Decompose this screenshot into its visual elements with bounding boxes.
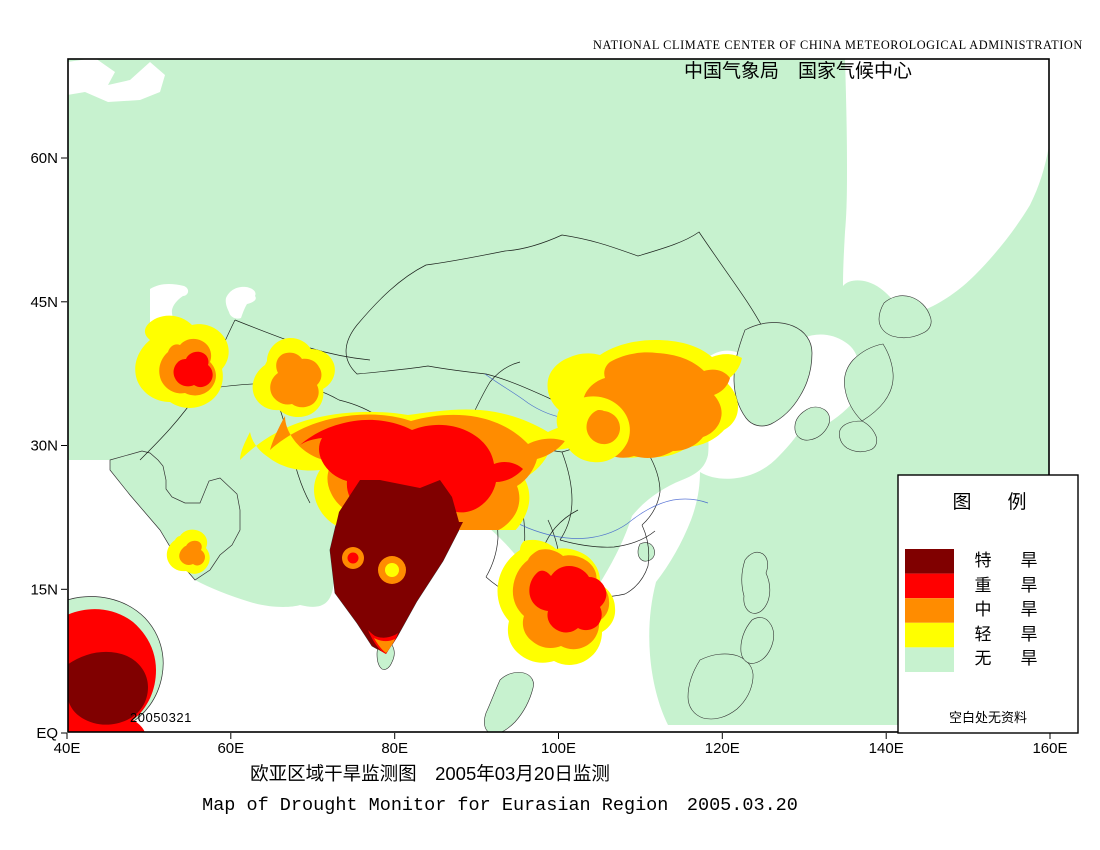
svg-text:NATIONAL CLIMATE CENTER OF CHI: NATIONAL CLIMATE CENTER OF CHINA METEORO…: [593, 38, 1083, 52]
svg-text:45N: 45N: [30, 294, 58, 311]
svg-text:40E: 40E: [54, 740, 81, 757]
svg-text:60E: 60E: [217, 740, 244, 757]
svg-text:30N: 30N: [30, 438, 58, 455]
svg-text:旱: 旱: [1021, 576, 1038, 595]
svg-text:旱: 旱: [1021, 649, 1038, 668]
svg-text:旱: 旱: [1021, 551, 1038, 570]
svg-text:重: 重: [975, 576, 992, 595]
svg-text:中国气象局 国家气候中心: 中国气象局 国家气候中心: [684, 60, 912, 82]
svg-text:20050321: 20050321: [130, 710, 192, 725]
svg-text:图: 图: [952, 492, 971, 513]
svg-text:EQ: EQ: [36, 725, 58, 742]
svg-text:60N: 60N: [30, 150, 58, 167]
svg-text:100E: 100E: [541, 740, 576, 757]
svg-text:例: 例: [1007, 491, 1026, 513]
svg-text:特: 特: [975, 551, 992, 570]
svg-text:欧亚区域干旱监测图 2005年03月20日监测: 欧亚区域干旱监测图 2005年03月20日监测: [250, 763, 610, 784]
svg-text:Map of Drought Monitor for Eur: Map of Drought Monitor for Eurasian Regi…: [202, 795, 798, 816]
svg-text:旱: 旱: [1021, 625, 1038, 644]
svg-text:80E: 80E: [381, 740, 408, 757]
svg-text:轻: 轻: [975, 625, 992, 644]
svg-text:无: 无: [975, 649, 992, 668]
svg-text:160E: 160E: [1032, 740, 1067, 757]
svg-text:中: 中: [975, 600, 992, 619]
svg-text:15N: 15N: [30, 581, 58, 598]
svg-text:140E: 140E: [869, 740, 904, 757]
svg-text:120E: 120E: [705, 740, 740, 757]
svg-text:旱: 旱: [1021, 600, 1038, 619]
svg-text:空白处无资料: 空白处无资料: [949, 710, 1027, 725]
